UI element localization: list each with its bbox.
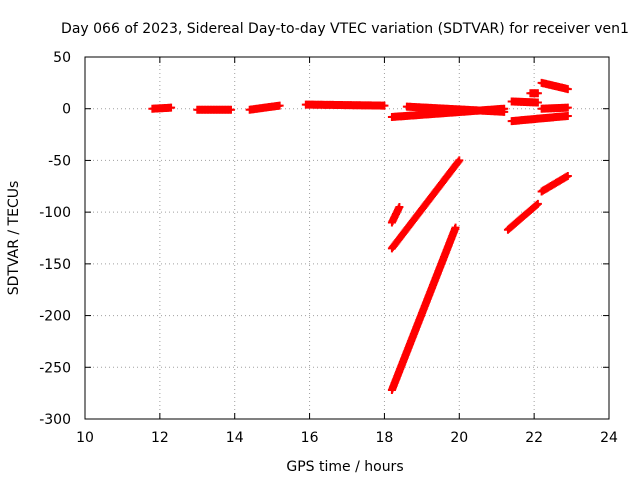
y-tick-label: -300 [39,412,71,428]
data-point [563,85,572,94]
data-point [451,223,460,232]
data-point [455,156,464,165]
data-series [193,105,235,114]
y-tick-label: -250 [39,360,71,376]
y-tick-label: 50 [53,50,71,66]
data-series [507,97,542,107]
data-series [387,156,464,253]
data-points [148,78,572,395]
data-series [387,223,460,395]
y-tick-label: -150 [39,257,71,273]
x-tick-label: 24 [600,430,618,446]
x-axis-ticks: 10 12 14 16 18 20 22 24 [76,57,618,446]
data-point [563,171,572,180]
grid-lines [85,57,609,419]
x-tick-label: 22 [525,430,543,446]
data-point [395,202,404,211]
data-series [245,101,284,114]
y-tick-label: -200 [39,309,71,325]
y-axis-label: SDTVAR / TECUs [6,181,22,296]
data-point [167,103,176,112]
x-tick-label: 14 [226,430,244,446]
data-point [563,111,572,120]
y-tick-label: 0 [62,102,71,118]
data-series [507,111,572,126]
x-tick-label: 20 [450,430,468,446]
data-series [537,78,572,94]
data-series [387,202,404,227]
x-tick-label: 16 [301,430,319,446]
data-point [500,104,509,113]
data-series [503,199,542,234]
data-series [526,89,542,98]
data-point [533,98,542,107]
data-series [301,100,389,110]
data-series [537,103,572,113]
y-tick-label: -50 [48,153,71,169]
data-point [533,89,542,98]
plot-frame [84,56,610,420]
data-point [380,101,389,110]
x-tick-label: 12 [151,430,169,446]
data-series [148,103,176,113]
x-tick-label: 10 [76,430,94,446]
y-axis-ticks: -300 -250 -200 -150 -100 -50 0 50 [39,50,609,428]
x-tick-label: 18 [376,430,394,446]
y-tick-label: -100 [39,205,71,221]
data-point [226,105,235,114]
x-axis-label: GPS time / hours [286,459,403,475]
data-series [387,104,509,121]
data-point [275,101,284,110]
data-point [533,199,542,208]
chart-title: Day 066 of 2023, Sidereal Day-to-day VTE… [61,21,629,37]
data-series [537,171,572,196]
data-point [563,103,572,112]
